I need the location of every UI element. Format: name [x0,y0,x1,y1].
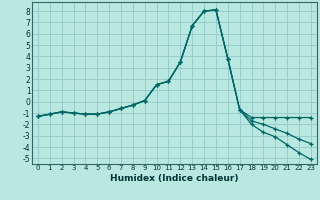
X-axis label: Humidex (Indice chaleur): Humidex (Indice chaleur) [110,174,239,183]
